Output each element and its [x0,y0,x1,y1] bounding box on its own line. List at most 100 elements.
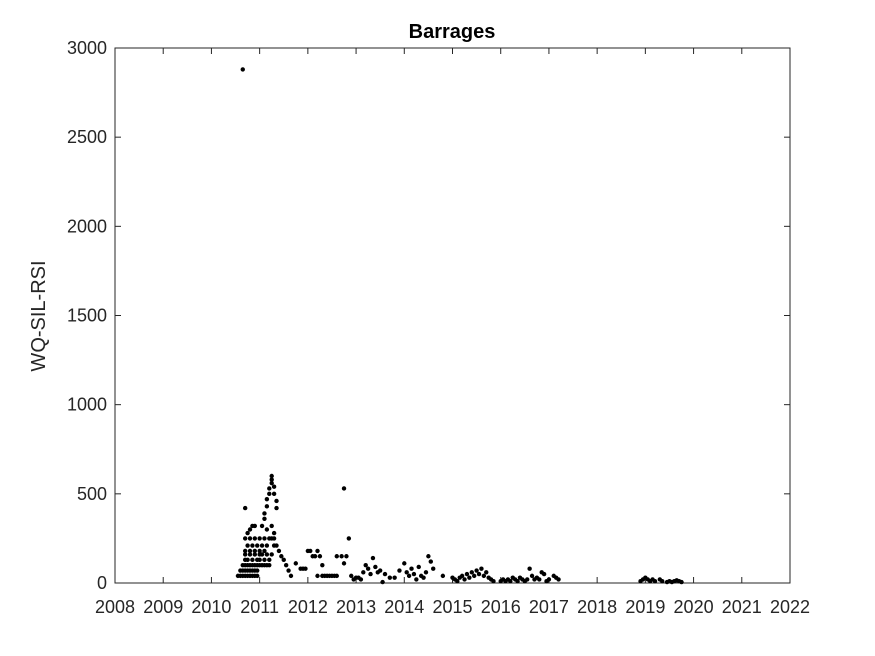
x-tick-label: 2009 [143,597,183,617]
data-point [250,543,255,548]
data-point [274,543,279,548]
data-point [276,548,282,554]
x-tick-label: 2019 [625,597,665,617]
data-point [262,557,267,563]
x-tick-label: 2020 [674,597,714,617]
x-axis: 2008 2009 2010 2011 2012 2013 2014 2015 2016 2017… [95,48,810,617]
data-point [515,579,520,584]
data-point [380,579,385,585]
data-point [281,557,286,563]
data-point [267,557,272,563]
data-point [339,554,344,559]
x-tick-label: 2011 [240,597,279,617]
data-point [349,573,354,579]
x-tick-label: 2016 [481,597,521,617]
data-point [402,561,407,566]
data-point [259,543,265,548]
data-point [245,530,250,536]
data-point [262,536,267,541]
data-point [257,536,262,541]
data-point [679,579,684,585]
data-point [283,562,289,568]
data-point [286,568,291,573]
data-point [247,548,253,554]
y-tick-label: 500 [77,484,107,504]
data-point [247,536,253,541]
data-point [259,523,265,529]
data-point [423,570,429,575]
data-point [247,552,253,557]
data-point [257,548,262,554]
data-point [387,575,393,580]
data-point [242,552,248,557]
data-point [250,557,255,563]
data-point [315,573,320,579]
data-point [421,575,426,580]
data-point [472,573,477,579]
data-point [476,571,482,577]
data-point [262,548,267,554]
data-point [556,577,561,582]
data-point [404,570,409,575]
data-point [257,557,262,563]
x-tick-label: 2008 [95,597,135,617]
data-point [365,566,371,571]
data-point [411,571,417,577]
y-tick-label: 1000 [67,395,107,415]
data-point [361,570,366,575]
data-point [317,554,323,559]
data-point [341,486,347,491]
data-point [546,577,552,582]
data-point [242,505,248,511]
data-point [267,562,272,568]
x-tick-label: 2022 [770,597,810,617]
data-point [303,566,308,571]
data-point [428,559,433,564]
data-point [267,491,272,497]
x-tick-label: 2015 [432,597,472,617]
data-point [508,579,513,584]
data-point [529,573,535,579]
data-point [252,552,258,557]
data-point [440,573,446,579]
data-point [358,577,364,582]
data-point [525,577,530,582]
data-point [293,561,298,566]
y-tick-label: 2000 [67,216,107,236]
data-point [377,568,383,573]
y-axis-label: WQ-SIL-RSI [28,260,50,371]
data-point [264,543,270,548]
data-point [382,571,388,577]
x-tick-label: 2014 [384,597,424,617]
data-point [271,530,277,536]
data-point [344,554,349,559]
data-point [269,480,274,486]
data-point [474,568,479,573]
data-point [341,561,347,566]
data-point [247,527,253,532]
data-point [414,577,419,582]
y-tick-label: 2500 [67,127,107,147]
plot-area [114,47,791,584]
data-point [312,554,318,559]
data-point [469,570,474,575]
data-point [660,579,665,584]
data-points [235,67,684,585]
data-point [527,566,532,571]
data-point [267,486,272,491]
data-point [255,568,260,573]
data-point [334,554,339,559]
data-point [481,573,487,579]
data-point [245,543,250,548]
data-point [537,577,542,582]
x-tick-label: 2017 [529,597,569,617]
data-point [431,566,436,571]
data-point [264,496,270,502]
data-point [320,562,325,568]
data-point [484,570,489,575]
data-point [269,473,274,479]
data-point [455,579,460,584]
data-point [346,536,352,541]
data-point [264,552,270,557]
